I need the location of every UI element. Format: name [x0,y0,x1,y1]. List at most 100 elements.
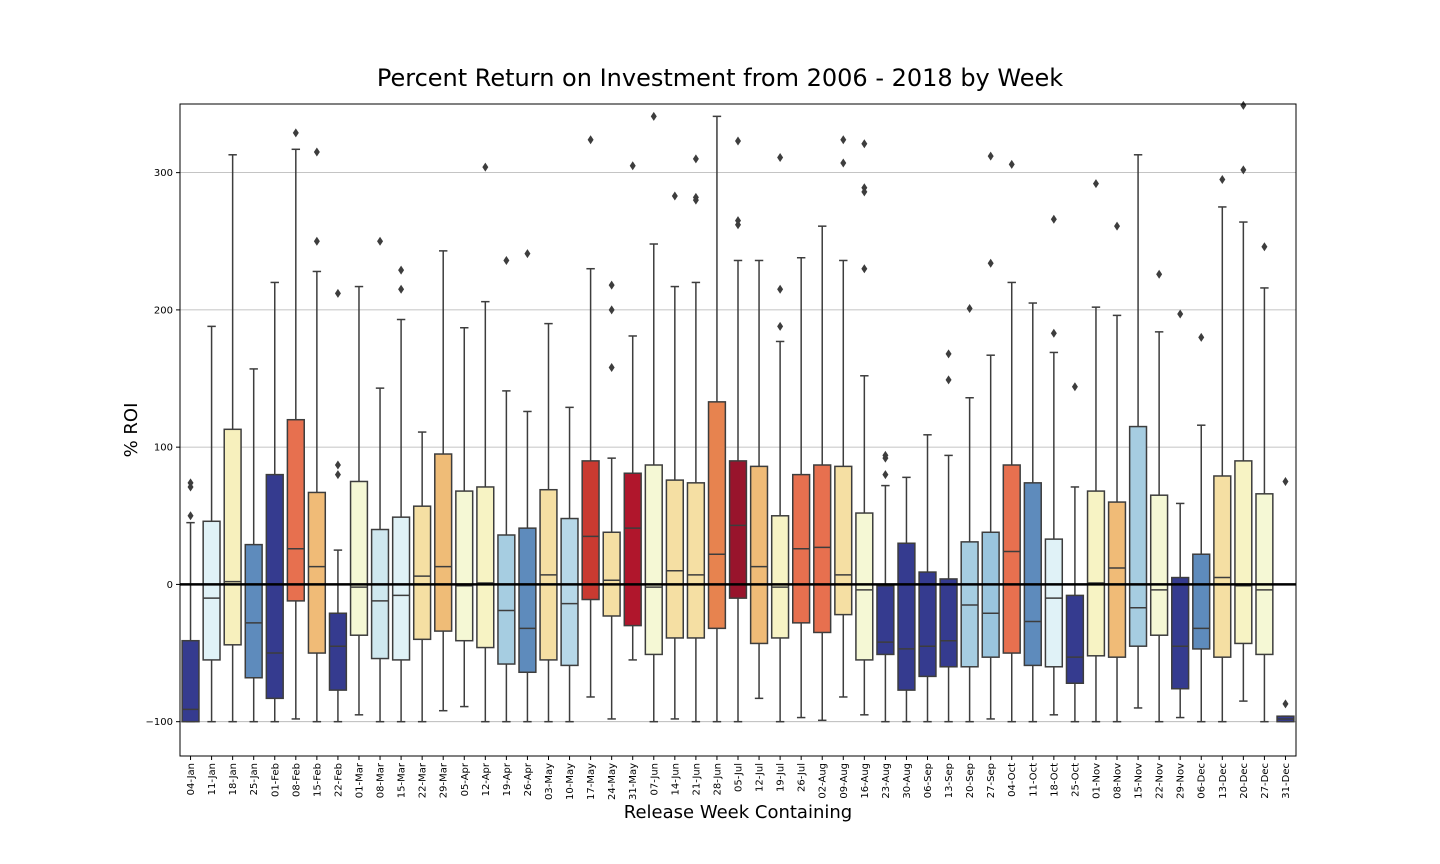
x-tick-label: 04-Jan [186,763,197,795]
box-31-May [623,472,642,627]
box-06-Dec [1192,553,1211,650]
x-tick-label: 10-May [565,763,576,800]
flier-point [398,265,405,275]
box-08-Feb [286,418,305,602]
flier-point [987,151,994,161]
box-07-Jun [644,464,663,656]
box-08-Nov [1107,501,1127,658]
flier-point [840,158,847,168]
box-22-Feb [328,612,348,691]
box-18-Oct [1044,538,1064,668]
y-axis-label: % ROI [121,403,142,458]
x-tick-label: 21-Jun [691,763,702,796]
x-tick-label: 28-Jun [712,763,723,796]
x-tick-label: 02-Aug [818,763,829,799]
x-tick-label: 15-Mar [397,762,408,798]
x-tick-label: 11-Oct [1028,763,1039,797]
flier-point [1177,309,1184,319]
box-27-Sep [981,531,1000,658]
y-tick-label: 200 [154,305,173,316]
box-19-Jul [770,515,790,639]
x-tick-label: 01-Feb [270,763,281,797]
x-tick-label: 05-Jul [734,763,745,792]
box-17-May [581,460,600,601]
flier-point [629,161,636,171]
box-13-Sep [939,578,958,668]
x-tick-label: 12-Apr [481,762,492,796]
x-tick-label: 08-Nov [1113,763,1124,799]
x-tick-label: 19-Apr [502,762,513,796]
x-tick-label: 12-Jul [755,763,766,792]
box-25-Jan [244,543,263,679]
box-15-Mar [391,516,411,661]
box-27-Dec [1255,493,1274,656]
x-tick-label: 04-Oct [1007,763,1018,797]
box-28-Jun [707,401,727,630]
x-tick-label: 15-Nov [1134,763,1145,799]
flier-point [1071,382,1078,392]
x-tick-label: 25-Oct [1070,763,1081,797]
box-26-Apr [518,527,537,674]
y-tick-label: 0 [167,580,173,591]
flier-point [650,111,657,121]
x-tick-label: 18-Oct [1049,763,1060,797]
flier-point [987,258,994,268]
box-09-Aug [834,465,853,616]
box-05-Jul [728,460,748,599]
box-30-Aug [897,542,916,691]
flier-point [671,191,678,201]
box-01-Nov [1086,490,1106,657]
flier-point [187,478,194,488]
x-tick-label: 03-May [544,763,555,800]
box-14-Jun [665,479,685,639]
x-tick-label: 27-Sep [986,763,997,798]
flier-point [692,192,699,202]
x-tick-label: 24-May [607,763,618,800]
x-tick-label: 22-Feb [333,763,344,797]
flier-point [1282,699,1289,709]
x-tick-label: 19-Jul [776,763,787,792]
x-tick-label: 13-Dec [1218,763,1229,799]
x-axis-label: Release Week Containing [624,802,852,823]
flier-point [524,249,531,259]
x-tick-label: 30-Aug [902,763,913,799]
x-tick-label: 05-Apr [460,762,471,796]
box-06-Sep [918,571,937,678]
plot-area: −100 0 100 200 300 04-Jan 11-Jan 18-Jan 25-Jan 01… [146,100,1297,800]
flier-point [313,147,320,157]
x-tick-label: 09-Aug [839,763,850,799]
flier-point [1092,179,1099,189]
x-tick-label: 06-Sep [923,763,934,798]
box-10-May [560,517,579,667]
x-tick-label: 16-Aug [860,763,871,799]
x-tick-label: 31-Dec [1281,763,1292,799]
flier-point [777,153,784,163]
flier-point [587,135,594,145]
x-tick-label: 25-Jan [249,763,260,795]
flier-point [1050,328,1057,338]
x-tick-label: 22-Mar [418,762,429,798]
box-05-Apr [455,490,474,642]
x-tick-label: 29-Mar [439,762,450,798]
x-tick-label: 20-Dec [1239,763,1250,799]
flier-point [1114,221,1121,231]
box-22-Nov [1149,494,1169,636]
flier-point [861,139,868,149]
flier-point [861,183,868,193]
box-04-Jan [181,639,200,723]
flier-point [334,470,341,480]
y-tick-label: −100 [146,717,173,728]
x-tick-label: 23-Aug [881,763,892,799]
x-tick-label: 26-Apr [523,762,534,796]
flier-point [608,363,615,373]
flier-point [608,305,615,315]
box-12-Jul [749,465,769,645]
flier-point [1219,174,1226,184]
flier-point [861,264,868,274]
flier-point [313,236,320,246]
x-tick-label: 01-Nov [1091,763,1102,799]
box-18-Jan [223,428,242,646]
box-21-Jun [686,482,706,639]
box-20-Dec [1234,460,1253,645]
box-12-Apr [476,486,495,649]
